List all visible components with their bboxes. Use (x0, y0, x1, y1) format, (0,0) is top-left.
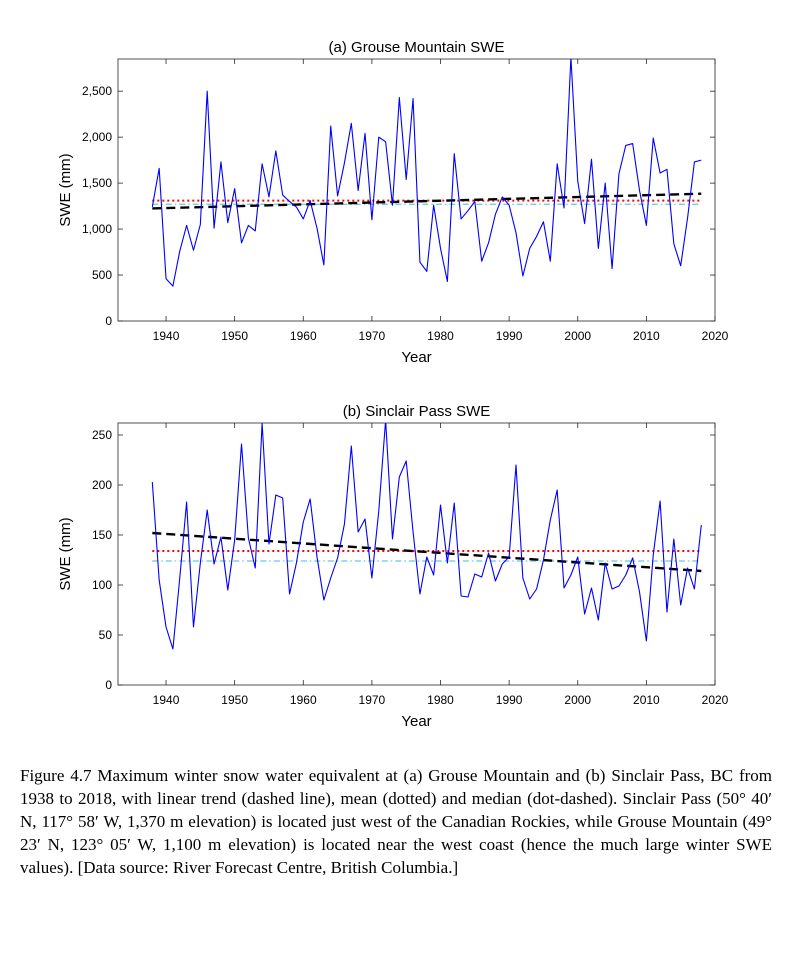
plot-area-frame (117, 58, 716, 322)
figure-caption: Figure 4.7 Maximum winter snow water equ… (20, 766, 772, 877)
x-tick-label: 2020 (702, 329, 729, 343)
x-tick-label: 2010 (633, 693, 660, 707)
plot-area-frame (117, 422, 716, 686)
y-tick-label: 100 (92, 578, 112, 592)
y-tick-label: 0 (105, 314, 112, 328)
y-tick-label: 150 (92, 528, 112, 542)
x-axis-label: Year (401, 713, 431, 730)
y-tick-label: 1,000 (82, 222, 112, 236)
x-tick-label: 2000 (564, 329, 591, 343)
y-axis-label: SWE (mm) (57, 153, 74, 226)
y-tick-label: 50 (99, 628, 113, 642)
chart-grouse-mountain: (a) Grouse Mountain SWE 1940 1950 1960 1970 1… (57, 39, 729, 366)
x-tick-label: 1970 (359, 329, 386, 343)
y-tick-label: 2,500 (82, 84, 112, 98)
x-tick-label: 1950 (221, 693, 248, 707)
x-tick-label: 2000 (564, 693, 591, 707)
x-tick-label: 1980 (427, 693, 454, 707)
x-tick-label: 1950 (221, 329, 248, 343)
x-tick-label: 1980 (427, 329, 454, 343)
chart-sinclair-pass: (b) Sinclair Pass SWE 1940 1950 1960 1970 198… (57, 403, 729, 730)
chart-title: (b) Sinclair Pass SWE (343, 403, 491, 420)
x-axis-label: Year (401, 349, 431, 366)
linear-trend-line (152, 192, 702, 210)
x-tick-label: 1970 (359, 693, 386, 707)
x-tick-label: 2010 (633, 329, 660, 343)
x-tick-label: 1960 (290, 329, 317, 343)
x-tick-label: 1940 (153, 693, 180, 707)
y-tick-label: 250 (92, 428, 112, 442)
y-tick-label: 2,000 (82, 130, 112, 144)
swe-data-line (151, 423, 702, 650)
x-tick-label: 1990 (496, 329, 523, 343)
x-tick-label: 1960 (290, 693, 317, 707)
y-tick-label: 500 (92, 268, 112, 282)
x-tick-label: 1940 (153, 329, 180, 343)
y-axis-label: SWE (mm) (57, 517, 74, 590)
y-tick-label: 1,500 (82, 176, 112, 190)
x-tick-label: 1990 (496, 693, 523, 707)
chart-title: (a) Grouse Mountain SWE (329, 39, 505, 56)
y-tick-label: 0 (105, 678, 112, 692)
y-tick-label: 200 (92, 478, 112, 492)
linear-trend-line (152, 531, 702, 573)
swe-data-line (151, 59, 702, 287)
x-tick-label: 2020 (702, 693, 729, 707)
